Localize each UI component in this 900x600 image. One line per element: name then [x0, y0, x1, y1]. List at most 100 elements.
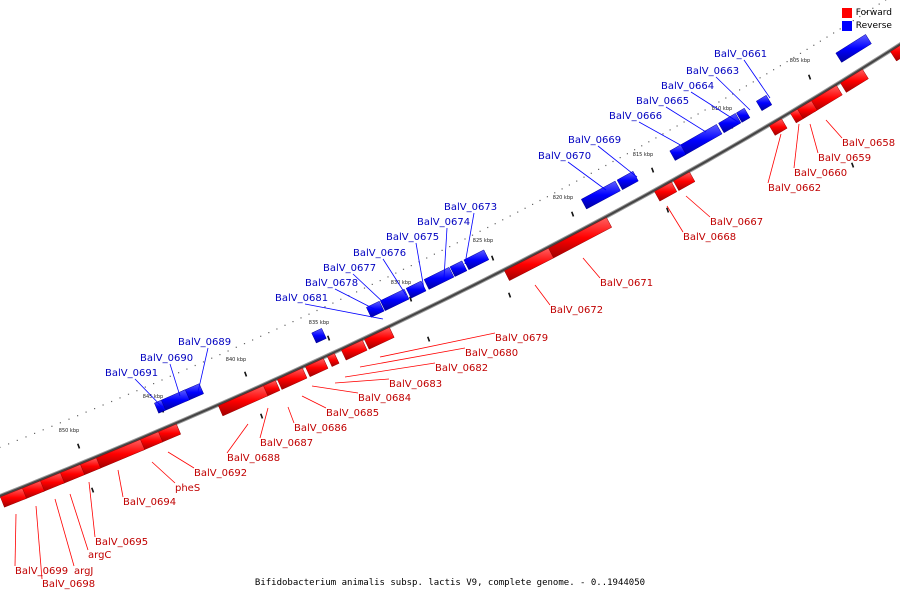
reverse-gene[interactable]: [580, 180, 621, 210]
reverse-gene-label[interactable]: BalV_0675: [386, 232, 439, 243]
scale-dot: [340, 298, 342, 300]
tick-label: 815 kbp: [633, 152, 653, 158]
forward-gene-label[interactable]: BalV_0695: [95, 537, 148, 548]
forward-gene[interactable]: [504, 247, 554, 281]
label-leader: [582, 257, 601, 279]
reverse-gene[interactable]: [718, 113, 742, 134]
reverse-gene-label[interactable]: BalV_0676: [353, 248, 406, 259]
forward-gene-label[interactable]: BalV_0680: [465, 348, 518, 359]
forward-gene[interactable]: [840, 69, 869, 93]
forward-gene-label[interactable]: BalV_0671: [600, 278, 653, 289]
forward-gene-label[interactable]: BalV_0692: [194, 468, 247, 479]
scale-dot: [786, 61, 788, 63]
forward-gene-label[interactable]: BalV_0679: [495, 333, 548, 344]
tick-mark: [427, 336, 431, 342]
forward-gene[interactable]: [218, 385, 269, 417]
reverse-gene[interactable]: [449, 260, 468, 277]
reverse-gene[interactable]: [755, 94, 773, 112]
reverse-gene-label[interactable]: BalV_0690: [140, 353, 193, 364]
reverse-gene-label[interactable]: BalV_0670: [538, 151, 591, 162]
reverse-gene[interactable]: [736, 107, 751, 123]
forward-gene-label[interactable]: argJ: [74, 566, 93, 577]
forward-gene-label[interactable]: BalV_0688: [227, 453, 280, 464]
label-leader: [14, 513, 17, 567]
reverse-gene-label[interactable]: BalV_0677: [323, 263, 376, 274]
label-leader: [117, 469, 124, 498]
reverse-gene-label[interactable]: BalV_0673: [444, 202, 497, 213]
forward-gene[interactable]: [0, 487, 27, 508]
reverse-gene-label[interactable]: BalV_0664: [661, 81, 714, 92]
label-leader: [134, 378, 166, 411]
reverse-gene[interactable]: [423, 266, 455, 290]
forward-gene-label[interactable]: BalV_0683: [389, 379, 442, 390]
scale-dot: [773, 69, 775, 71]
reverse-gene-label[interactable]: BalV_0666: [609, 111, 662, 122]
scale-dot: [387, 276, 389, 278]
scale-dot: [576, 180, 578, 182]
forward-gene-label[interactable]: BalV_0672: [550, 305, 603, 316]
reverse-gene-label[interactable]: BalV_0669: [568, 135, 621, 146]
label-leader: [197, 347, 209, 393]
reverse-gene-label[interactable]: BalV_0674: [417, 217, 470, 228]
forward-gene[interactable]: [305, 358, 329, 378]
forward-gene-label[interactable]: BalV_0659: [818, 153, 871, 164]
reverse-gene-label[interactable]: BalV_0691: [105, 368, 158, 379]
label-leader: [167, 451, 195, 469]
reverse-gene-label[interactable]: BalV_0661: [714, 49, 767, 60]
forward-gene-label[interactable]: BalV_0667: [710, 217, 763, 228]
forward-gene[interactable]: [673, 171, 696, 191]
forward-gene-label[interactable]: BalV_0662: [768, 183, 821, 194]
forward-gene-label[interactable]: BalV_0684: [358, 393, 411, 404]
scale-dot: [102, 404, 104, 406]
reverse-gene[interactable]: [154, 399, 167, 414]
label-leader: [334, 378, 390, 384]
scale-dot: [127, 393, 130, 395]
scale-dot: [194, 364, 196, 367]
tick-mark: [243, 371, 248, 377]
scale-dot: [292, 321, 294, 323]
forward-gene[interactable]: [364, 327, 395, 350]
forward-gene[interactable]: [548, 217, 613, 259]
reverse-gene[interactable]: [311, 328, 327, 344]
reverse-gene[interactable]: [835, 34, 872, 63]
forward-gene[interactable]: [277, 367, 308, 390]
reverse-gene[interactable]: [405, 280, 427, 299]
reverse-gene-label[interactable]: BalV_0665: [636, 96, 689, 107]
forward-gene[interactable]: [769, 118, 788, 136]
scale-dot: [316, 309, 318, 312]
reverse-gene-label[interactable]: BalV_0689: [178, 337, 231, 348]
reverse-gene[interactable]: [379, 288, 410, 312]
forward-gene-label[interactable]: BalV_0682: [435, 363, 488, 374]
forward-gene-label[interactable]: BalV_0685: [326, 408, 379, 419]
reverse-gene-label[interactable]: BalV_0678: [305, 278, 358, 289]
forward-gene-label[interactable]: pheS: [175, 483, 200, 494]
forward-gene-label[interactable]: BalV_0686: [294, 423, 347, 434]
reverse-gene[interactable]: [616, 170, 639, 191]
forward-gene[interactable]: [654, 181, 678, 202]
forward-gene-label[interactable]: BalV_0694: [123, 497, 176, 508]
scale-dot: [852, 20, 854, 22]
forward-gene[interactable]: [890, 42, 900, 62]
forward-gene-label[interactable]: BalV_0660: [794, 168, 847, 179]
scale-dot: [441, 249, 443, 251]
scale-dot: [487, 226, 489, 229]
reverse-gene[interactable]: [463, 249, 490, 271]
reverse-gene[interactable]: [160, 389, 190, 411]
forward-gene-label[interactable]: BalV_0698: [42, 579, 95, 590]
reverse-gene-label[interactable]: BalV_0663: [686, 66, 739, 77]
forward-gene-label[interactable]: BalV_0668: [683, 232, 736, 243]
forward-gene[interactable]: [790, 108, 804, 124]
forward-gene[interactable]: [341, 339, 368, 361]
label-leader: [685, 195, 711, 218]
legend-reverse: Reverse: [841, 21, 892, 31]
reverse-gene-label[interactable]: BalV_0681: [275, 293, 328, 304]
forward-gene-label[interactable]: BalV_0687: [260, 438, 313, 449]
forward-gene-label[interactable]: argC: [88, 550, 111, 561]
forward-gene-label[interactable]: BalV_0658: [842, 138, 895, 149]
scale-dot: [219, 354, 221, 356]
scale-dot: [252, 339, 254, 341]
forward-gene-label[interactable]: BalV_0699: [15, 566, 68, 577]
forward-gene[interactable]: [327, 353, 340, 367]
label-leader: [567, 161, 607, 191]
